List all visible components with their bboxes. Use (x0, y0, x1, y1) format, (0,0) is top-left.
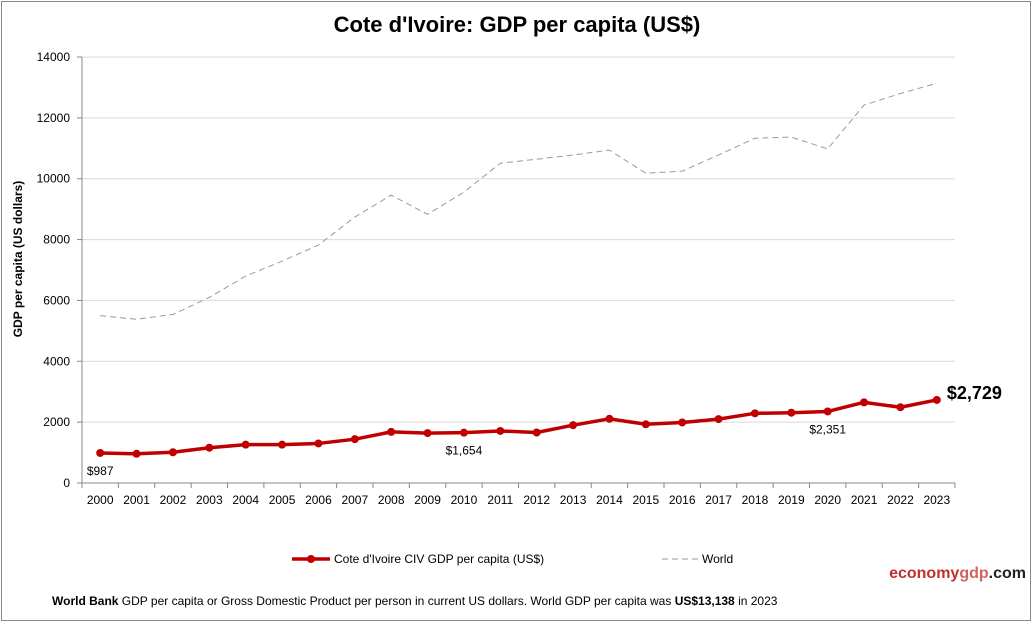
x-tick-label: 2012 (523, 493, 550, 507)
x-tick-label: 2001 (123, 493, 150, 507)
x-tick-label: 2002 (160, 493, 187, 507)
data-point-civ (532, 428, 541, 437)
x-tick-label: 2004 (232, 493, 259, 507)
series-line-world (100, 82, 937, 320)
data-point-civ (750, 409, 759, 418)
x-tick-label: 2014 (596, 493, 623, 507)
data-label: $1,654 (446, 444, 483, 458)
legend-item-civ: Cote d'Ivoire CIV GDP per capita (US$) (292, 552, 544, 566)
legend-label-civ: Cote d'Ivoire CIV GDP per capita (US$) (334, 552, 545, 566)
x-tick-label: 2015 (632, 493, 659, 507)
x-tick-label: 2008 (378, 493, 405, 507)
data-label: $2,729 (947, 383, 1002, 403)
x-tick-label: 2003 (196, 493, 223, 507)
x-tick-label: 2005 (269, 493, 296, 507)
data-point-civ (278, 440, 287, 449)
legend-swatch-civ (292, 555, 330, 563)
data-point-civ (132, 449, 141, 458)
data-point-civ (932, 395, 941, 404)
data-point-civ (496, 426, 505, 435)
data-point-civ (314, 439, 323, 448)
x-tick-label: 2011 (487, 493, 513, 507)
data-point-civ (896, 403, 905, 412)
x-tick-label: 2017 (705, 493, 732, 507)
x-tick-label: 2000 (87, 493, 114, 507)
data-point-civ (823, 407, 832, 416)
x-tick-label: 2010 (451, 493, 478, 507)
data-point-civ (168, 448, 177, 457)
legend-swatch-world (662, 558, 698, 560)
y-tick-label: 6000 (43, 293, 70, 307)
x-tick-label: 2013 (560, 493, 587, 507)
data-point-civ (569, 421, 578, 430)
legend-item-world: World (662, 552, 733, 566)
y-tick-label: 12000 (37, 111, 71, 125)
legend-label-world: World (702, 552, 734, 566)
x-tick-label: 2018 (742, 493, 769, 507)
data-point-civ (860, 398, 869, 407)
data-point-civ (241, 440, 250, 449)
data-label: $2,351 (809, 422, 846, 436)
y-tick-label: 8000 (43, 233, 70, 247)
x-tick-label: 2020 (814, 493, 841, 507)
y-tick-label: 4000 (43, 354, 70, 368)
chart-title: Cote d'Ivoire: GDP per capita (US$) (333, 12, 701, 37)
y-tick-label: 0 (63, 476, 70, 490)
brand-logo: economygdp.com (889, 565, 1026, 582)
series-line-civ (100, 398, 938, 456)
y-tick-label: 14000 (37, 50, 71, 64)
x-tick-label: 2009 (414, 493, 441, 507)
x-tick-label: 2007 (341, 493, 368, 507)
x-tick-label: 2016 (669, 493, 696, 507)
data-point-civ (787, 408, 796, 417)
data-point-civ (641, 420, 650, 429)
x-tick-label: 2019 (778, 493, 805, 507)
data-point-civ (423, 429, 432, 438)
y-tick-label: 10000 (37, 172, 71, 186)
data-point-civ (678, 418, 687, 427)
data-point-civ (605, 414, 614, 423)
x-tick-label: 2006 (305, 493, 332, 507)
x-tick-label: 2021 (851, 493, 878, 507)
data-point-civ (350, 435, 359, 444)
data-point-civ (96, 448, 105, 457)
footer-note: World Bank GDP per capita or Gross Domes… (52, 594, 778, 608)
x-tick-label: 2022 (887, 493, 914, 507)
data-point-civ (387, 427, 396, 436)
data-label: $987 (87, 464, 114, 478)
y-tick-label: 2000 (43, 415, 70, 429)
data-point-civ (714, 415, 723, 424)
data-point-civ (205, 443, 214, 452)
x-tick-label: 2023 (923, 493, 950, 507)
data-point-civ (459, 428, 468, 437)
